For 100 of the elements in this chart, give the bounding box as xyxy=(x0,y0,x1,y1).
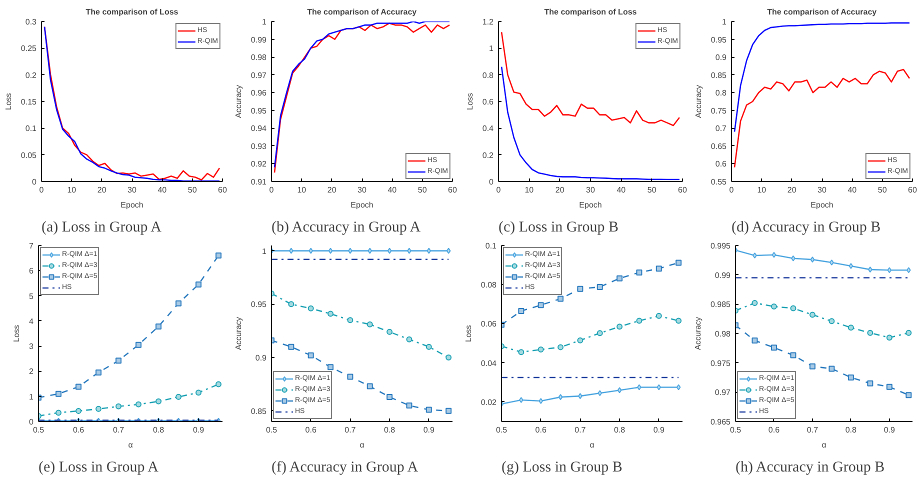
y-tick-label: 0.975 xyxy=(710,358,732,368)
y-tick-label: 0.6 xyxy=(715,160,728,169)
y-tick-label: 0.97 xyxy=(714,388,732,398)
y-tick-label: 7 xyxy=(29,242,34,250)
x-tick-label: 0.8 xyxy=(614,426,626,434)
y-tick-label: 0.06 xyxy=(480,320,498,329)
x-tick-label: 0.7 xyxy=(574,426,586,434)
x-tick-label: 40 xyxy=(848,186,858,194)
x-tick-label: 0.8 xyxy=(845,426,858,434)
x-tick-label: 0.6 xyxy=(72,426,85,434)
x-tick-label: 10 xyxy=(67,186,77,194)
x-tick-label: 40 xyxy=(388,186,398,194)
x-tick-label: 20 xyxy=(555,186,565,194)
x-axis-title: Epoch xyxy=(579,200,602,210)
y-tick-label: 0.6 xyxy=(482,98,494,106)
x-tick-label: 50 xyxy=(647,186,657,194)
x-tick-label: 0.7 xyxy=(344,426,356,434)
y-tick-label: 0.985 xyxy=(710,300,732,310)
y-tick-label: 1 xyxy=(722,18,728,26)
x-axis-title: α xyxy=(822,440,827,450)
x-tick-label: 0 xyxy=(269,186,274,194)
x-axis-title: Epoch xyxy=(350,200,374,210)
y-tick-label: 0.93 xyxy=(250,142,268,151)
y-tick-label: 4 xyxy=(29,316,34,326)
y-tick-label: 0.98 xyxy=(714,330,732,338)
x-tick-label: 0.6 xyxy=(535,426,547,434)
y-tick-label: 0.1 xyxy=(485,242,498,250)
x-tick-label: 50 xyxy=(188,186,198,194)
x-tick-label: 0.5 xyxy=(730,426,742,434)
chart-title: The comparison of Loss xyxy=(86,8,179,16)
y-tick-label: 0.96 xyxy=(250,88,268,98)
x-tick-label: 0.9 xyxy=(884,426,896,434)
x-tick-label: 20 xyxy=(97,186,107,194)
y-tick-label: 0.8 xyxy=(482,70,494,80)
y-tick-label: 0.85 xyxy=(710,70,728,80)
x-tick-label: 40 xyxy=(616,186,626,194)
x-tick-label: 60 xyxy=(678,186,688,194)
x-tick-label: 20 xyxy=(787,186,797,194)
y-tick-label: 0.55 xyxy=(710,178,728,186)
text: (g) Loss in Group B xyxy=(502,460,622,476)
x-tick-label: 50 xyxy=(418,186,428,194)
x-tick-label: 20 xyxy=(327,186,337,194)
y-tick-label: 0.2 xyxy=(25,70,38,80)
y-axis-title: Accuracy xyxy=(234,317,243,350)
x-tick-label: 30 xyxy=(818,186,827,194)
y-tick-label: 0.95 xyxy=(710,35,728,44)
x-tick-label: 0.5 xyxy=(266,426,278,434)
x-tick-label: 0.9 xyxy=(423,426,436,434)
x-tick-label: 0.5 xyxy=(496,426,508,434)
x-tick-label: 0.9 xyxy=(653,426,666,434)
y-tick-label: 0.8 xyxy=(715,88,728,98)
y-tick-label: 0.7 xyxy=(715,124,728,134)
y-tick-label: 1 xyxy=(262,246,268,256)
x-tick-label: 50 xyxy=(878,186,888,194)
x-axis-title: α xyxy=(360,440,365,450)
x-tick-label: 60 xyxy=(448,186,458,194)
x-tick-label: 0.9 xyxy=(192,426,205,434)
y-tick-label: 0.9 xyxy=(715,53,728,62)
x-axis-title: Epoch xyxy=(120,200,144,210)
x-tick-label: 10 xyxy=(297,186,307,194)
y-tick-label: 0.94 xyxy=(250,124,268,134)
x-tick-label: 0 xyxy=(39,186,44,194)
x-axis-title: α xyxy=(128,440,134,450)
y-axis-title: Loss xyxy=(465,93,474,110)
y-tick-label: 6 xyxy=(29,266,34,276)
y-tick-label: 0.75 xyxy=(710,106,728,116)
y-tick-label: 0.95 xyxy=(250,300,268,310)
text: (c) Loss in Group B xyxy=(498,220,618,236)
y-axis-title: Loss xyxy=(12,325,22,342)
y-tick-label: 0.1 xyxy=(25,124,38,134)
x-tick-label: 60 xyxy=(908,186,918,194)
y-tick-label: 0.15 xyxy=(20,98,38,106)
y-tick-label: 1 xyxy=(262,18,268,26)
y-axis-title: Accuracy xyxy=(234,85,243,118)
y-tick-label: 0 xyxy=(32,178,38,186)
y-tick-label: 0.4 xyxy=(482,124,494,134)
text: (h) Accuracy in Group B xyxy=(736,460,885,476)
chart-title: The comparison of Accuracy xyxy=(767,8,878,16)
x-tick-label: 0.6 xyxy=(768,426,780,434)
x-tick-label: 60 xyxy=(218,186,228,194)
y-tick-label: 0.85 xyxy=(250,406,268,416)
x-tick-label: 0.5 xyxy=(32,426,45,434)
y-tick-label: 0.9 xyxy=(255,354,268,362)
y-tick-label: 0 xyxy=(29,418,34,426)
text: (d) Accuracy in Group B xyxy=(732,220,881,236)
y-tick-label: 0.92 xyxy=(250,160,268,169)
x-tick-label: 10 xyxy=(757,186,767,194)
y-tick-label: 0.04 xyxy=(480,358,498,368)
x-tick-label: 0.7 xyxy=(806,426,819,434)
x-tick-label: 30 xyxy=(586,186,596,194)
x-tick-label: 0.8 xyxy=(152,426,165,434)
y-tick-label: 0.25 xyxy=(20,44,38,54)
y-axis-title: Accuracy xyxy=(693,317,702,350)
x-tick-label: 40 xyxy=(158,186,168,194)
x-axis-title: α xyxy=(590,440,595,450)
x-tick-label: 0.8 xyxy=(384,426,396,434)
y-axis-title: Loss xyxy=(464,325,473,342)
y-tick-label: 0.965 xyxy=(710,418,732,426)
y-tick-label: 0.97 xyxy=(250,70,268,80)
y-tick-label: 1 xyxy=(29,392,34,402)
